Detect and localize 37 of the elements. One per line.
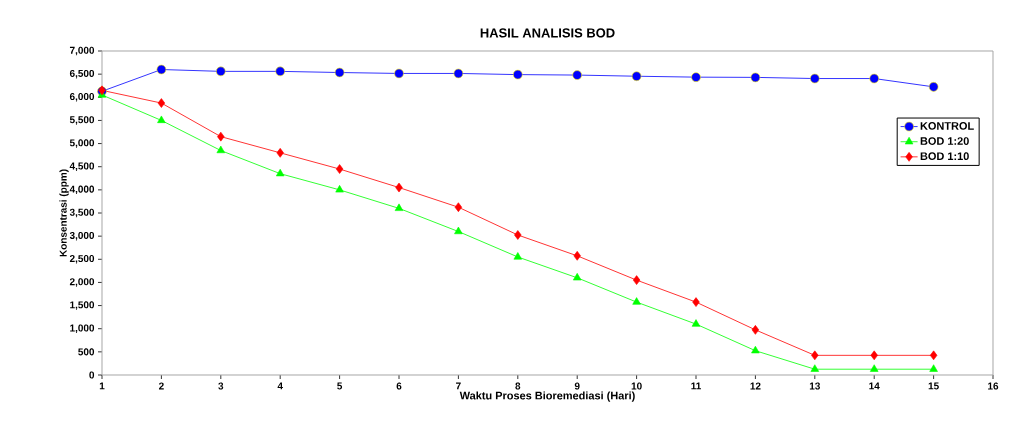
y-tick-label: 4,500 [69,162,95,171]
x-tick-label: 8 [515,382,521,390]
x-tick-label: 15 [928,382,939,390]
x-tick-label: 6 [396,382,402,390]
y-tick-label: 0 [89,371,95,379]
y-tick-label: 2,500 [69,255,95,264]
y-tick-label: 5,500 [69,116,95,125]
x-axis-title: Waktu Proses Bioremediasi (Hari) [459,391,635,402]
x-tick-label: 12 [750,382,761,390]
y-axis-title: Konsentrasi (ppm) [59,169,69,257]
x-tick-label: 5 [337,382,343,390]
legend-label: BOD 1:20 [920,137,969,145]
y-tick-label: 4,000 [69,185,95,195]
y-tick-label: 1,500 [70,301,95,310]
x-tick-label: 13 [809,382,820,390]
y-tick-label: 3,500 [69,208,95,218]
y-tick-label: 6,000 [69,93,95,102]
x-tick-label: 3 [218,382,224,390]
legend-label: BOD 1:10 [920,152,969,161]
x-tick-label: 7 [456,382,461,390]
x-tick-label: 16 [988,382,999,390]
legend-label: KONTROL [920,122,974,130]
x-tick-label: 1 [99,382,105,390]
x-tick-label: 2 [158,382,164,390]
x-tick-label: 4 [277,382,283,390]
x-tick-label: 10 [631,382,642,390]
y-tick-label: 3,000 [69,231,95,241]
y-tick-label: 2,000 [69,278,95,287]
y-tick-label: 1,000 [70,324,95,333]
x-tick-label: 9 [574,382,580,390]
x-tick-label: 14 [869,382,880,390]
x-tick-label: 11 [691,382,701,390]
y-tick-label: 500 [78,348,95,356]
y-tick-label: 6,500 [69,69,95,79]
y-tick-label: 5,000 [69,139,95,148]
y-tick-label: 7,000 [69,46,95,56]
chart-title: HASIL ANALISIS BOD [480,28,615,38]
